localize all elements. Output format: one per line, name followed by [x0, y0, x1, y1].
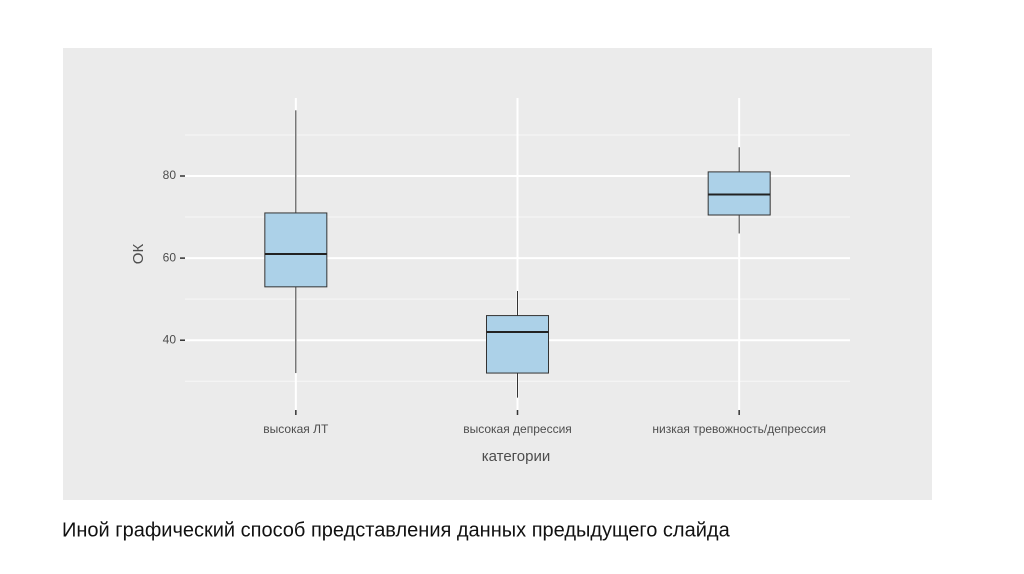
- box: [486, 315, 549, 374]
- x-tick-label: высокая ЛТ: [263, 422, 329, 436]
- y-tick-label: 40: [163, 332, 177, 346]
- panel-background: [63, 48, 932, 500]
- x-axis-title: категории: [482, 448, 551, 465]
- caption: Иной графический способ представления да…: [62, 519, 731, 541]
- plot: 40 60 80 высокая ЛТ высокая депрессия низкая …: [163, 98, 850, 436]
- x-tick-label: высокая депрессия: [463, 422, 572, 436]
- y-axis-title: ОК: [130, 244, 147, 265]
- box: [264, 212, 328, 288]
- x-tick-label: низкая тревожность/депрессия: [652, 422, 826, 436]
- y-tick-label: 60: [163, 250, 177, 264]
- y-tick-label: 80: [163, 168, 177, 182]
- box: [707, 171, 771, 216]
